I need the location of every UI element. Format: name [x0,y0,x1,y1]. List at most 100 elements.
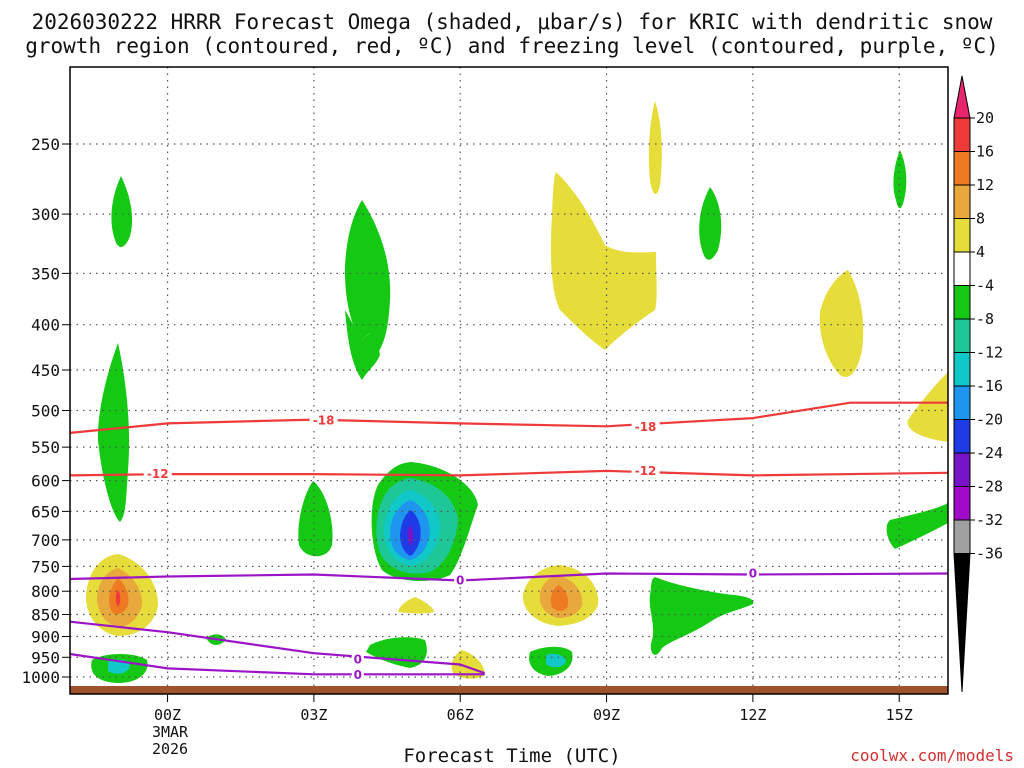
colorbar-swatch [953,452,971,487]
x-tick-label: 12Z [739,706,766,724]
x-tick-label: 00Z [154,706,181,724]
contour-label-bg [631,419,660,434]
colorbar-label: 8 [976,210,985,228]
omega-region [398,597,434,614]
omega-region [550,172,657,350]
omega-colorbar: 20 16 12 8 4 -4 -8 -12 -16 -20 -24 -28 -32 -36 [953,75,1003,693]
ground-surface [70,686,948,694]
contour-label-bg [631,462,660,477]
omega-region [893,150,907,209]
contour-line [69,401,948,434]
contour-label-bg [309,412,338,427]
colorbar-label: -24 [976,444,1003,462]
contour-labels: -18 -18 -12 -12 0 0 0 0 [143,412,759,682]
colorbar-label: -4 [976,277,994,295]
omega-region [648,101,662,195]
y-tick-label: 300 [31,205,60,224]
colorbar-cap-top [953,75,971,119]
colorbar-label: -8 [976,310,994,328]
x-tick-label: 09Z [593,706,620,724]
contour-label-bg [351,667,364,682]
contour-label: -18 [635,420,657,434]
plot-frame [69,66,949,695]
contour-line [69,620,485,675]
omega-region [886,503,948,549]
omega-region [345,310,380,380]
colorbar-swatch [953,151,971,186]
x-tick-label: 06Z [447,706,474,724]
colorbar-cap-bottom [953,553,971,693]
x-axis-title: Forecast Time (UTC) [403,745,621,767]
contour-label: -18 [313,413,335,427]
colorbar-label: -28 [976,478,1003,496]
y-tick-label: 850 [31,606,60,625]
y-tick-label: 450 [31,361,60,380]
omega-region [344,200,391,355]
y-tick-label: 350 [31,264,60,283]
y-tick-label: 400 [31,316,60,335]
colorbar-swatch [953,385,971,420]
contour-label: 0 [354,652,362,666]
x-tick-label: 15Z [886,706,913,724]
colorbar-label: -32 [976,511,1003,529]
plot-grid [70,67,948,694]
colorbar-label: 16 [976,143,994,161]
time-axis: 00Z 03Z 06Z 09Z 12Z 15Z [154,694,913,724]
omega-region [298,481,333,557]
colorbar-label: -20 [976,411,1003,429]
credit-text: coolwx.com/models [850,746,1014,765]
contour-label-bg [454,572,467,587]
omega-region [115,590,121,607]
colorbar-swatch [953,117,971,152]
date-label-line1: 3MAR [152,723,189,741]
y-tick-label: 950 [31,648,60,667]
plot-area [70,67,948,694]
contour-label: -12 [147,467,169,481]
contour-label: -12 [635,464,657,478]
contour-label-bg [143,466,172,481]
omega-region [97,343,130,522]
y-tick-label: 900 [31,627,60,646]
contour-label-bg [746,565,759,580]
chart-title-line2: growth region (contoured, red, ºC) and f… [25,34,999,58]
x-tick-label: 03Z [300,706,327,724]
contour-label: 0 [456,573,464,587]
colorbar-label: -12 [976,344,1003,362]
y-tick-label: 500 [31,402,60,421]
colorbar-label: 20 [976,109,994,127]
y-tick-label: 550 [31,438,60,457]
omega-region [108,659,130,674]
omega-region [907,372,948,442]
colorbar-swatch [953,419,971,454]
y-tick-label: 650 [31,502,60,521]
y-tick-label: 250 [31,135,60,154]
colorbar-swatch [953,184,971,219]
y-tick-label: 600 [31,472,60,491]
colorbar-swatch [953,318,971,353]
pressure-axis: 250 300 350 400 450 500 550 600 650 700 750 800 850 9… [21,135,70,687]
colorbar-swatch [953,486,971,521]
date-label-line2: 2026 [152,740,188,758]
colorbar-swatch [953,285,971,320]
colorbar-label: -36 [976,545,1003,563]
y-tick-label: 700 [31,531,60,550]
contour-line [69,652,485,676]
colorbar-label: -16 [976,377,1003,395]
omega-region [550,585,569,611]
omega-region [819,270,864,378]
colorbar-swatch [953,251,971,286]
colorbar-label: 4 [976,243,985,261]
omega-region [649,577,754,655]
colorbar-label: 12 [976,176,994,194]
y-tick-label: 750 [31,557,60,576]
chart-title-line1: 2026030222 HRRR Forecast Omega (shaded, … [31,10,993,34]
contour-label-bg [351,651,364,666]
y-tick-label: 1000 [21,668,60,687]
omega-region [699,187,722,260]
contour-label: 0 [354,668,362,682]
colorbar-swatch [953,519,971,554]
omega-region [407,525,414,546]
colorbar-swatch [953,352,971,387]
y-tick-label: 800 [31,582,60,601]
